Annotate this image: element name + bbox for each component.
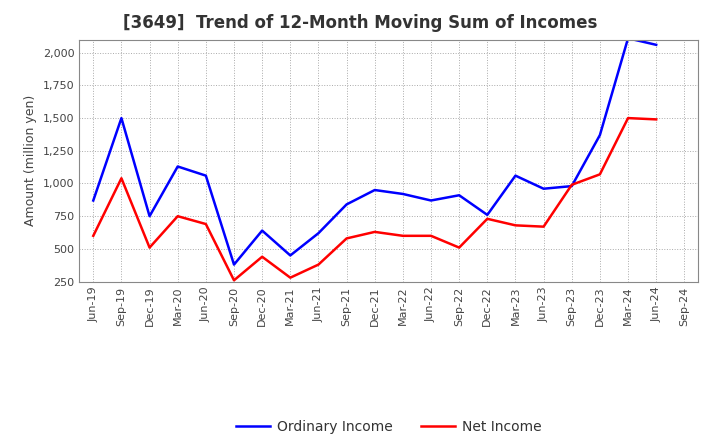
Net Income [174,213,182,219]
Ordinary Income [174,164,182,169]
Ordinary Income [539,186,548,191]
Net Income [370,229,379,235]
Ordinary Income [370,187,379,193]
Ordinary Income [483,212,492,217]
Net Income [483,216,492,221]
Net Income [202,221,210,227]
Ordinary Income [567,183,576,189]
Net Income [117,176,126,181]
Ordinary Income [230,262,238,267]
Net Income [511,223,520,228]
Net Income [286,275,294,280]
Ordinary Income [652,42,660,48]
Ordinary Income [89,198,98,203]
Net Income [145,245,154,250]
Net Income [230,278,238,283]
Ordinary Income [202,173,210,178]
Ordinary Income [117,115,126,121]
Legend: Ordinary Income, Net Income: Ordinary Income, Net Income [230,414,548,440]
Net Income [342,236,351,241]
Net Income [624,115,632,121]
Ordinary Income [624,36,632,41]
Net Income [427,233,436,238]
Net Income [314,262,323,267]
Ordinary Income [399,191,408,197]
Net Income [539,224,548,229]
Line: Ordinary Income: Ordinary Income [94,38,656,264]
Ordinary Income [511,173,520,178]
Y-axis label: Amount (million yen): Amount (million yen) [24,95,37,226]
Text: [3649]  Trend of 12-Month Moving Sum of Incomes: [3649] Trend of 12-Month Moving Sum of I… [122,15,597,33]
Net Income [567,182,576,187]
Net Income [258,254,266,260]
Ordinary Income [595,132,604,138]
Ordinary Income [342,202,351,207]
Net Income [455,245,464,250]
Net Income [652,117,660,122]
Ordinary Income [145,213,154,219]
Line: Net Income: Net Income [94,118,656,280]
Ordinary Income [455,193,464,198]
Net Income [89,233,98,238]
Ordinary Income [258,228,266,233]
Ordinary Income [314,231,323,236]
Ordinary Income [427,198,436,203]
Net Income [595,172,604,177]
Ordinary Income [286,253,294,258]
Net Income [399,233,408,238]
